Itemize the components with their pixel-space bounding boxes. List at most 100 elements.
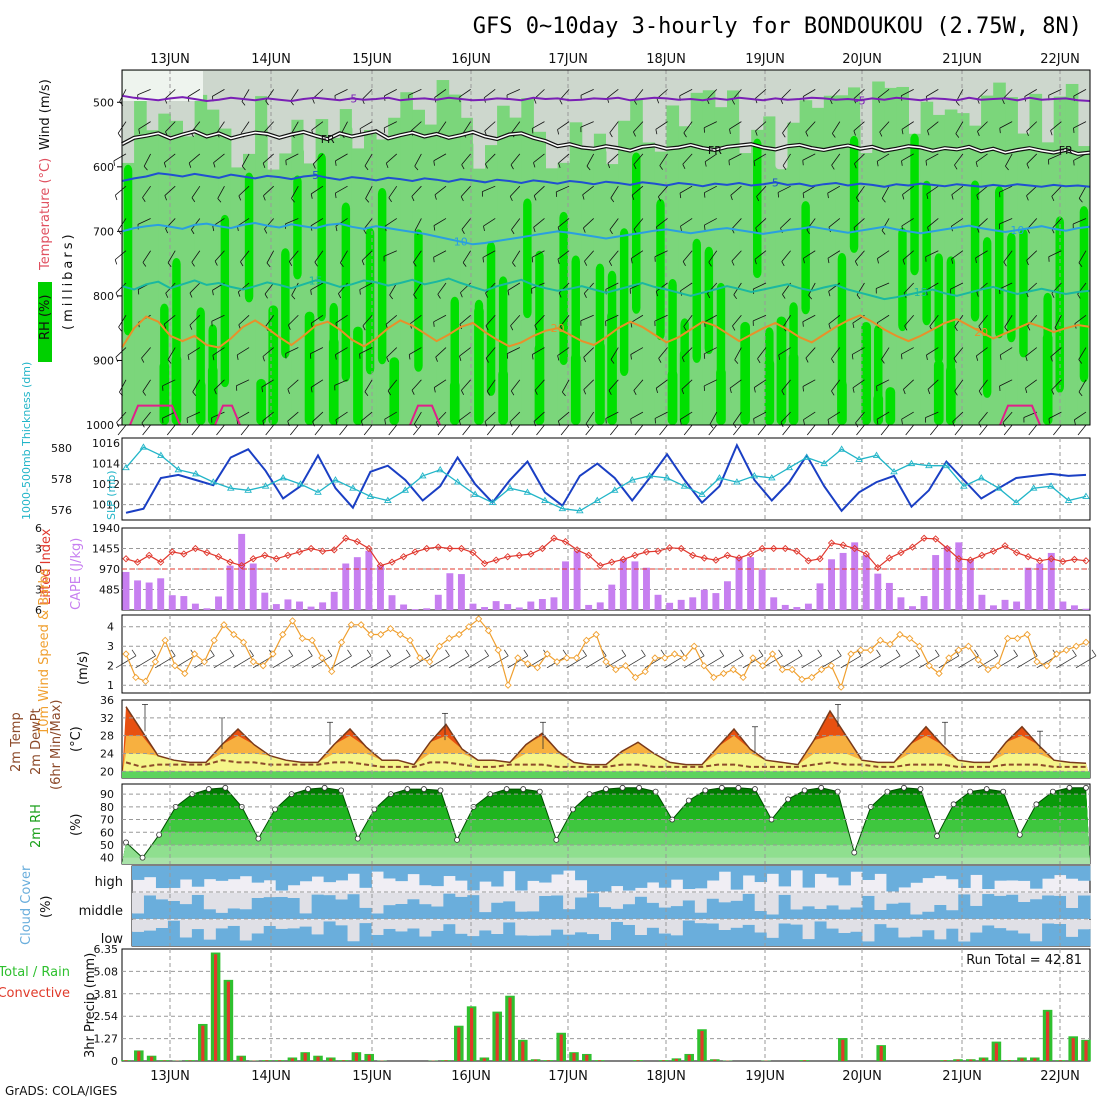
wind-barb-flag: [659, 165, 663, 170]
rh-shade-column: [230, 167, 244, 426]
cape-bar: [215, 596, 222, 610]
wind-barb: [802, 314, 816, 323]
wind-barb-flag: [827, 419, 830, 425]
wind-barb-flag: [165, 293, 169, 298]
cloud-cover-bar: [431, 930, 444, 946]
rh-shade-column: [424, 124, 438, 425]
cloud-cover-bar: [335, 866, 348, 881]
wind-barb: [680, 218, 693, 227]
wind-barb: [485, 315, 496, 326]
wind-speed-marker: [719, 669, 728, 678]
wind-barb-flag: [187, 354, 190, 361]
wind-speed-marker: [220, 621, 228, 629]
lifted-index-marker: [874, 563, 882, 572]
cloud-cover-bar: [563, 866, 576, 871]
precip-convective-bar: [290, 1058, 294, 1061]
wind-barb-flag: [114, 195, 118, 201]
cloud-cover-bar: [742, 893, 756, 919]
cloud-cover-bar: [874, 866, 887, 874]
wind-barb-flag: [805, 131, 809, 137]
thickness-marker: [872, 451, 881, 458]
wind-barb: [977, 121, 988, 132]
wind-barb: [903, 282, 914, 294]
wind-speed-marker: [602, 658, 610, 666]
wind-barb: [609, 250, 619, 262]
wind-barb-flag: [881, 230, 886, 235]
cloud-high-label: high: [95, 875, 123, 890]
cloud-cover-gap: [910, 893, 923, 915]
cloud-cover-bar: [179, 866, 193, 880]
surface-barb: [708, 424, 718, 436]
wind-barb: [780, 218, 791, 229]
wind-barb: [585, 411, 595, 425]
wind-barb-flag: [976, 194, 979, 200]
cape-bar: [1059, 601, 1067, 610]
wind-speed-label: 10m Wind Speed & Barbs: [37, 568, 52, 735]
wind-barb-flag: [113, 160, 116, 166]
wind-barb: [1024, 89, 1037, 97]
wind-speed-marker: [1013, 634, 1022, 643]
lifted-index-marker: [596, 561, 604, 570]
cloud-cover-bar: [347, 866, 360, 874]
wind-barb-flag: [610, 359, 615, 364]
surface-barb: [265, 424, 275, 436]
rh-marker: [520, 786, 527, 792]
wind-barb: [1025, 347, 1038, 357]
wind-barb-flag: [927, 389, 931, 395]
wind-barb: [953, 347, 964, 359]
cloud-cover-gap: [886, 893, 899, 904]
wind-barb: [484, 411, 496, 422]
precip-frame: [121, 948, 1091, 1062]
cloud-cover-gap: [275, 893, 289, 897]
wind-barb-flag: [533, 98, 537, 104]
cloud-cover-bar: [323, 895, 336, 919]
cape-tick-label: 1940: [92, 522, 120, 535]
wind-barb: [486, 379, 496, 392]
cloud-cover-bar: [622, 924, 636, 946]
cloud-cover-bar: [814, 921, 827, 946]
wind-barb-flag: [261, 387, 264, 393]
wind-barb: [383, 250, 397, 257]
thickness-marker: [942, 461, 951, 469]
wind-barb: [164, 314, 176, 325]
lifted-index-marker: [157, 558, 165, 566]
wind-barb: [630, 347, 644, 355]
cape-bar: [180, 596, 188, 610]
wind-barb-flag: [955, 101, 960, 106]
rh-plume-low: [268, 305, 279, 425]
wind-barb: [802, 379, 816, 387]
temperature-axis-label: Temperature (°C): [38, 158, 53, 271]
thickness-marker: [139, 443, 148, 450]
thickness-marker: [890, 467, 898, 475]
wind-barb-flag: [163, 323, 167, 329]
thickness-marker: [715, 474, 724, 481]
surface-wind-barb: [860, 655, 881, 669]
rh-plume-low: [776, 316, 787, 425]
wind-barb-flag: [137, 289, 140, 295]
wind-barb: [310, 347, 324, 355]
precip-convective-bar: [226, 981, 230, 1061]
wind-barb: [364, 379, 373, 392]
surface-wind-barb-flag: [523, 649, 529, 657]
cape-bar: [712, 593, 720, 610]
rh-dry-patch: [303, 93, 317, 154]
wind-speed-marker: [1082, 638, 1090, 646]
cloud-cover-bar: [826, 866, 839, 878]
wind-barb: [365, 185, 373, 199]
thickness-marker: [680, 482, 689, 489]
rh-plume-low: [353, 326, 363, 425]
wind-barb-flag: [753, 161, 756, 167]
wind-barb-flag: [142, 262, 147, 267]
lifted-index-marker: [712, 556, 720, 564]
lifted-index-marker: [608, 558, 616, 566]
rh-marker: [123, 839, 129, 846]
cape-bar: [388, 595, 396, 610]
surface-wind-barb-flag: [758, 649, 764, 657]
rh-dry-patch: [279, 94, 292, 139]
wind-barb: [433, 218, 447, 226]
wind-barb: [414, 153, 422, 167]
thickness-marker: [418, 472, 427, 479]
slp-tick-label: 1010: [92, 499, 120, 512]
wind-barb-flag: [1027, 325, 1031, 331]
lifted-index-label: Lifted Index: [39, 528, 54, 605]
